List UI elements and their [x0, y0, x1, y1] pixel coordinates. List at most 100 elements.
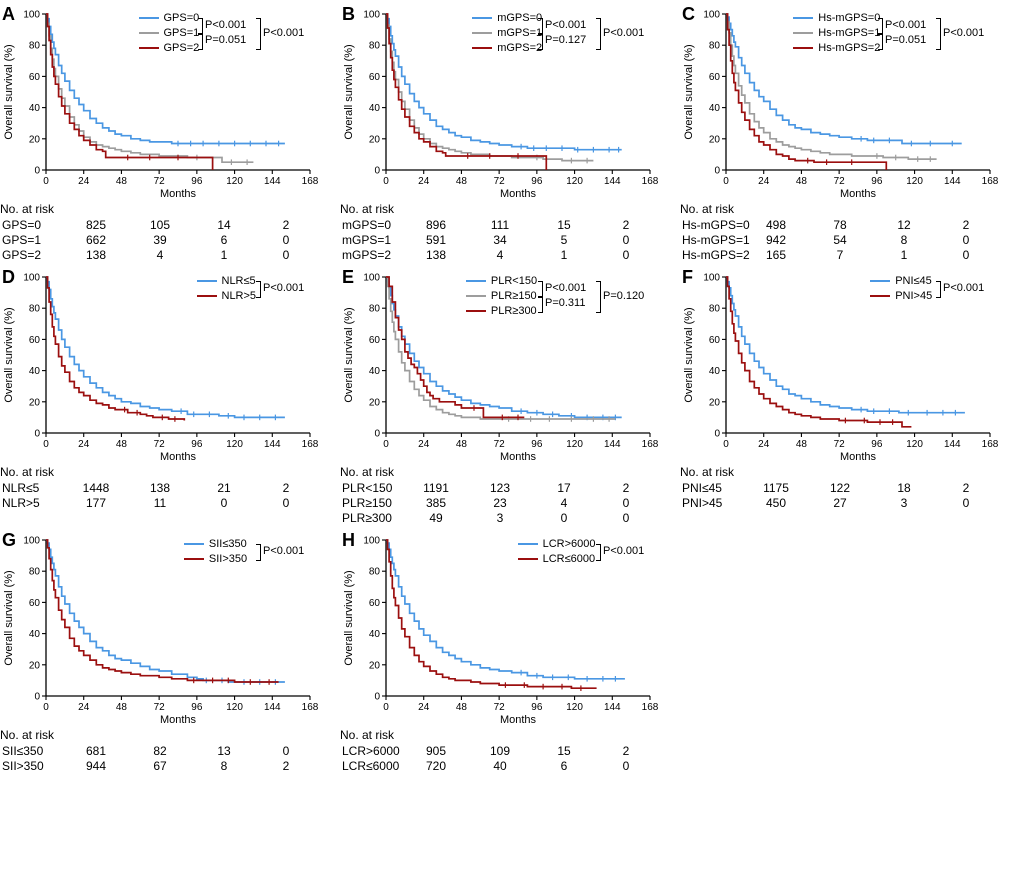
svg-text:0: 0 [34, 166, 40, 177]
risk-table-row: GPS=0 825 105 14 2 [0, 218, 322, 233]
svg-text:20: 20 [709, 397, 721, 408]
km-curve [46, 276, 186, 421]
svg-text:24: 24 [78, 439, 90, 450]
series-line-swatch [870, 279, 891, 282]
risk-table-row: Hs-mGPS=0 498 78 12 2 [680, 218, 1002, 233]
risk-count: 8 [220, 759, 228, 773]
risk-row-label: GPS=0 [2, 218, 42, 232]
risk-count: 109 [489, 744, 511, 758]
svg-text:0: 0 [383, 702, 389, 713]
risk-count: 498 [765, 218, 787, 232]
risk-table-title: No. at risk [0, 465, 55, 479]
km-plot: 0 20 40 60 80 100 0 24 48 72 96 120 144 168 Overall su… [0, 267, 340, 511]
svg-text:72: 72 [494, 176, 506, 187]
km-curve [726, 276, 965, 414]
risk-count: 1 [900, 248, 908, 262]
panel-label: E [342, 267, 355, 287]
risk-table-title: No. at risk [340, 728, 395, 742]
legend-item: NLR>5 [196, 288, 256, 303]
series-label: SII≤350 [208, 537, 247, 550]
risk-count: 122 [829, 481, 851, 495]
series-line-swatch [870, 294, 891, 297]
svg-text:120: 120 [226, 702, 243, 713]
svg-text:144: 144 [944, 176, 961, 187]
svg-text:80: 80 [29, 41, 41, 52]
risk-count: 2 [962, 481, 970, 495]
risk-count: 54 [833, 233, 847, 247]
pvalue-bracket [935, 280, 941, 298]
legend-item: GPS=1 [138, 25, 199, 40]
legend: PNI≤45 PNI>45 P<0.001 [870, 273, 996, 303]
legend: Hs-mGPS=0 Hs-mGPS=1 Hs-mGPS=2 P<0.001 P=0.05… [793, 10, 996, 55]
svg-text:96: 96 [871, 439, 883, 450]
risk-count: 896 [425, 218, 447, 232]
svg-text:Overall survival (%): Overall survival (%) [3, 44, 15, 139]
risk-table-row: GPS=1 662 39 6 0 [0, 233, 322, 248]
svg-text:20: 20 [29, 397, 41, 408]
risk-count: 2 [282, 759, 290, 773]
pvalue-label: P<0.001 [205, 19, 247, 31]
km-curve [46, 539, 279, 683]
svg-text:60: 60 [369, 72, 381, 83]
risk-count: 138 [85, 248, 107, 262]
svg-text:24: 24 [78, 702, 90, 713]
pvalue-label: P=0.051 [205, 34, 247, 46]
legend-item: PLR≥300 [465, 303, 537, 318]
svg-text:100: 100 [23, 536, 40, 547]
svg-text:24: 24 [758, 439, 770, 450]
risk-count: 6 [560, 759, 568, 773]
km-axes: 0 20 40 60 80 100 0 24 48 72 96 120 144 168 Overall su… [343, 536, 659, 727]
pvalue-bracket [537, 280, 543, 298]
svg-text:100: 100 [363, 273, 380, 284]
risk-row-label: PNI>45 [682, 496, 723, 510]
svg-text:40: 40 [709, 103, 721, 114]
risk-table-row: NLR>5 177 11 0 0 [0, 496, 322, 511]
km-curve [386, 539, 625, 680]
svg-text:Months: Months [500, 451, 537, 463]
legend-item: PNI≤45 [870, 273, 932, 288]
risk-count: 662 [85, 233, 107, 247]
overall-pvalue-bracket [595, 280, 601, 313]
risk-count: 4 [156, 248, 164, 262]
km-curve [726, 13, 962, 145]
risk-row-label: Hs-mGPS=1 [682, 233, 750, 247]
svg-text:48: 48 [116, 176, 128, 187]
panel-D: D 0 20 40 60 80 100 0 24 48 72 96 120 144 168 Overall … [0, 267, 340, 526]
risk-table: No. at risk mGPS=0 896 111 15 2 mGPS=1 591 34 5 0 m… [340, 202, 662, 263]
svg-text:60: 60 [369, 335, 381, 346]
series-line-swatch [793, 46, 814, 49]
risk-count: 7 [836, 248, 844, 262]
legend-item: PNI>45 [870, 288, 932, 303]
svg-text:20: 20 [709, 134, 721, 145]
pvalue-bracket [877, 32, 883, 50]
svg-text:24: 24 [418, 439, 430, 450]
risk-row-label: PNI≤45 [682, 481, 722, 495]
risk-count: 2 [622, 481, 630, 495]
svg-text:Months: Months [160, 714, 197, 726]
svg-text:48: 48 [796, 439, 808, 450]
risk-table-row: SII≤350 681 82 13 0 [0, 744, 322, 759]
pvalue-bracket [537, 32, 543, 50]
series-line-swatch [196, 294, 217, 297]
pvalue-bracket [537, 295, 543, 313]
svg-text:144: 144 [264, 439, 281, 450]
risk-table-row: mGPS=0 896 111 15 2 [340, 218, 662, 233]
risk-count: 8 [900, 233, 908, 247]
pvalue-bracket [198, 17, 203, 35]
km-plot: 0 20 40 60 80 100 0 24 48 72 96 120 144 168 Overall su… [680, 4, 1020, 263]
risk-count: 825 [85, 218, 107, 232]
overall-pvalue-bracket [935, 17, 941, 50]
svg-text:80: 80 [369, 567, 381, 578]
series-label: Hs-mGPS=1 [818, 26, 881, 39]
km-axes: 0 20 40 60 80 100 0 24 48 72 96 120 144 168 Overall su… [3, 536, 319, 727]
panel-E: E 0 20 40 60 80 100 0 24 48 72 96 120 144 168 Overall … [340, 267, 680, 526]
svg-text:96: 96 [871, 176, 883, 187]
svg-text:Overall survival (%): Overall survival (%) [3, 307, 15, 402]
risk-table-row: PLR<150 1191 123 17 2 [340, 481, 662, 496]
svg-text:96: 96 [191, 702, 203, 713]
svg-text:48: 48 [456, 439, 468, 450]
svg-text:40: 40 [369, 629, 381, 640]
risk-count: 2 [622, 218, 630, 232]
legend: SII≤350 SII>350 P<0.001 [183, 536, 316, 566]
km-curve [46, 13, 254, 164]
